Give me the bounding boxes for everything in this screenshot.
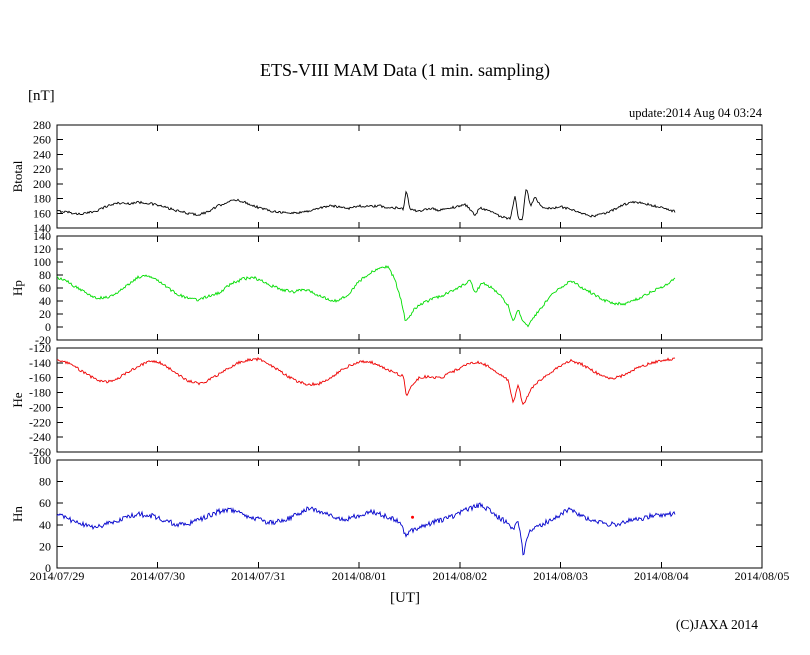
y-tick-label: 20	[39, 307, 51, 321]
y-tick-label: 80	[39, 268, 51, 282]
y-tick-label: 100	[33, 255, 51, 269]
y-tick-label: 120	[33, 242, 51, 256]
x-tick-label: 2014/08/03	[533, 569, 588, 583]
y-tick-label: 60	[39, 496, 51, 510]
x-tick-label: 2014/08/02	[433, 569, 488, 583]
x-tick-label: 2014/08/05	[735, 569, 790, 583]
x-tick-label: 2014/07/29	[30, 569, 85, 583]
y-tick-label: 20	[39, 539, 51, 553]
y-tick-label: -20	[35, 333, 51, 347]
panel-ylabel-Hp: Hp	[10, 280, 25, 296]
series-Hn	[56, 502, 676, 556]
panel-border	[56, 459, 763, 569]
copyright-label: (C)JAXA 2014	[675, 617, 758, 632]
x-tick-label: 2014/07/31	[231, 569, 286, 583]
x-axis-unit-label: [UT]	[390, 590, 420, 606]
update-timestamp: update:2014 Aug 04 03:24	[629, 106, 762, 120]
y-tick-label: 140	[33, 229, 51, 243]
y-tick-label: 80	[39, 475, 51, 489]
y-tick-label: 160	[33, 206, 51, 220]
y-tick-label: 240	[33, 147, 51, 161]
y-tick-label: -240	[29, 430, 51, 444]
y-tick-label: 60	[39, 281, 51, 295]
y-tick-label: 0	[45, 561, 51, 575]
x-tick-label: 2014/07/30	[130, 569, 185, 583]
panel-border	[56, 347, 763, 453]
y-unit-label: [nT]	[28, 88, 55, 104]
x-tick-label: 2014/08/01	[332, 569, 387, 583]
chart-title: ETS-VIII MAM Data (1 min. sampling)	[260, 60, 550, 80]
y-tick-label: 40	[39, 518, 51, 532]
panel-ylabel-He: He	[10, 392, 25, 407]
x-tick-label: 2014/08/04	[634, 569, 689, 583]
series-Hp	[56, 265, 676, 328]
y-tick-label: -140	[29, 356, 51, 370]
panel-ylabel-Hn: Hn	[10, 506, 25, 522]
panel-ylabel-Btotal: Btotal	[10, 160, 25, 192]
y-tick-label: 40	[39, 294, 51, 308]
y-tick-label: 260	[33, 133, 51, 147]
y-tick-label: -120	[29, 341, 51, 355]
panel-border	[56, 124, 763, 229]
y-tick-label: 100	[33, 453, 51, 467]
y-tick-label: -260	[29, 445, 51, 459]
y-tick-label: 180	[33, 192, 51, 206]
series-Btotal	[57, 189, 676, 221]
y-tick-label: -160	[29, 371, 51, 385]
y-tick-label: 200	[33, 177, 51, 191]
y-tick-label: 220	[33, 162, 51, 176]
y-tick-label: -180	[29, 386, 51, 400]
y-tick-label: -220	[29, 415, 51, 429]
y-tick-label: 0	[45, 320, 51, 334]
y-tick-label: 280	[33, 118, 51, 132]
y-tick-label: 140	[33, 221, 51, 235]
stray-marker	[411, 515, 415, 519]
series-He	[56, 356, 676, 406]
y-tick-label: -200	[29, 400, 51, 414]
